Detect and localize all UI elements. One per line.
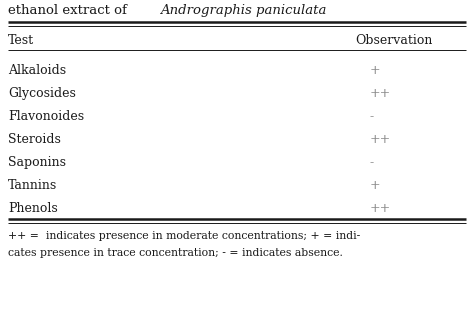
Text: Flavonoides: Flavonoides <box>8 110 84 123</box>
Text: Andrographis paniculata: Andrographis paniculata <box>160 4 327 17</box>
Text: Saponins: Saponins <box>8 156 66 169</box>
Text: Glycosides: Glycosides <box>8 87 76 100</box>
Text: Alkaloids: Alkaloids <box>8 64 66 77</box>
Text: -: - <box>370 156 374 169</box>
Text: Tannins: Tannins <box>8 179 57 192</box>
Text: +: + <box>370 179 381 192</box>
Text: Phenols: Phenols <box>8 202 58 215</box>
Text: -: - <box>370 110 374 123</box>
Text: ethanol extract of: ethanol extract of <box>8 4 131 17</box>
Text: ++ =  indicates presence in moderate concentrations; + = indi-: ++ = indicates presence in moderate conc… <box>8 231 360 241</box>
Text: ++: ++ <box>370 133 391 146</box>
Text: Observation: Observation <box>355 34 432 47</box>
Text: +: + <box>370 64 381 77</box>
Text: ++: ++ <box>370 87 391 100</box>
Text: ++: ++ <box>370 202 391 215</box>
Text: Steroids: Steroids <box>8 133 61 146</box>
Text: Test: Test <box>8 34 34 47</box>
Text: cates presence in trace concentration; - = indicates absence.: cates presence in trace concentration; -… <box>8 248 343 258</box>
